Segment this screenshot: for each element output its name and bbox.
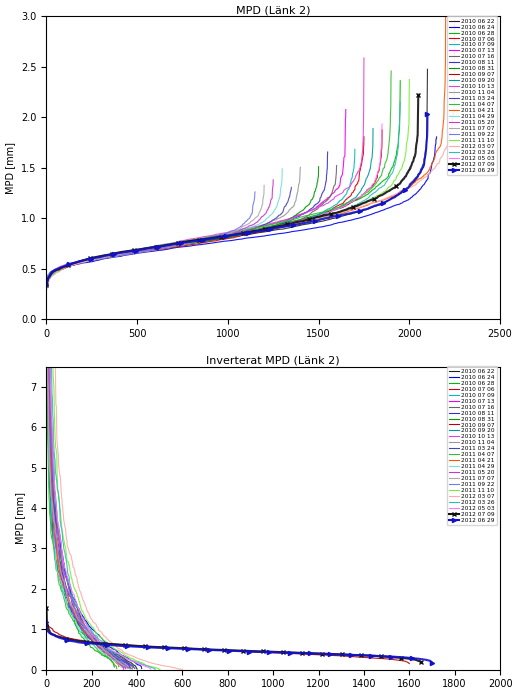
Title: Inverterat MPD (Länk 2): Inverterat MPD (Länk 2) bbox=[206, 356, 340, 366]
Y-axis label: MPD [mm]: MPD [mm] bbox=[6, 142, 16, 194]
Y-axis label: MPD [mm]: MPD [mm] bbox=[15, 492, 25, 544]
Title: MPD (Länk 2): MPD (Länk 2) bbox=[236, 6, 310, 15]
Legend: 2010 06 22, 2010 06 24, 2010 06 28, 2010 07 06, 2010 07 09, 2010 07 13, 2010 07 : 2010 06 22, 2010 06 24, 2010 06 28, 2010… bbox=[447, 366, 497, 525]
Legend: 2010 06 22, 2010 06 24, 2010 06 28, 2010 07 06, 2010 07 09, 2010 07 13, 2010 07 : 2010 06 22, 2010 06 24, 2010 06 28, 2010… bbox=[447, 16, 497, 175]
